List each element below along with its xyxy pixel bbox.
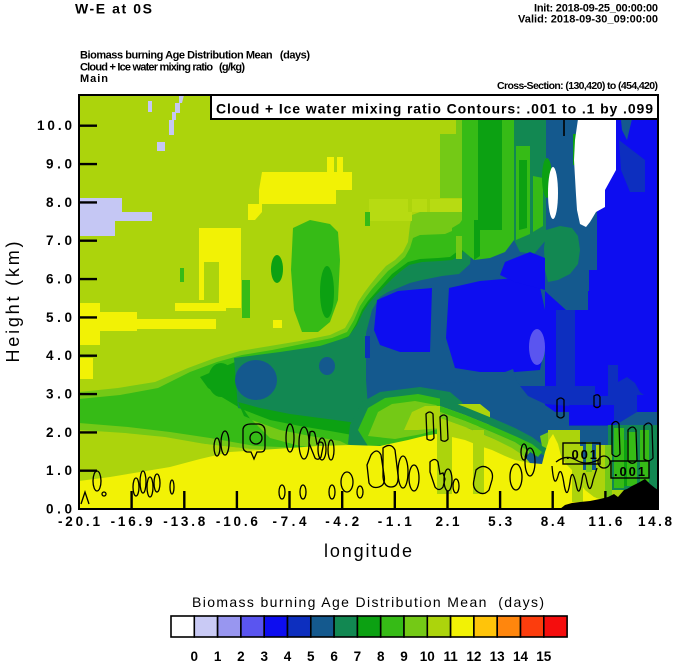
svg-text:0: 0 [191, 649, 199, 664]
svg-text:-13.8: -13.8 [163, 514, 205, 529]
svg-text:3: 3 [260, 649, 268, 664]
svg-text:longitude: longitude [324, 541, 412, 561]
svg-text:Height (km): Height (km) [3, 242, 23, 363]
svg-text:5.3: 5.3 [488, 514, 512, 529]
svg-text:2: 2 [237, 649, 245, 664]
svg-text:3.0: 3.0 [46, 387, 72, 402]
svg-text:13: 13 [490, 649, 506, 664]
svg-text:Cloud + Ice water mixing ratio: Cloud + Ice water mixing ratio (g/kg) [80, 62, 245, 74]
svg-text:2.0: 2.0 [46, 425, 72, 440]
svg-text:7: 7 [354, 649, 362, 664]
svg-text:1.0: 1.0 [46, 463, 72, 478]
svg-text:Cloud + Ice water mixing ratio: Cloud + Ice water mixing ratio Contours:… [216, 101, 653, 117]
svg-text:11: 11 [443, 649, 458, 664]
svg-text:-10.6: -10.6 [216, 514, 258, 529]
svg-text:9.0: 9.0 [46, 157, 72, 172]
svg-text:2.1: 2.1 [436, 514, 460, 529]
svg-text:7.0: 7.0 [46, 233, 72, 248]
svg-text:5.0: 5.0 [46, 310, 72, 325]
svg-text:Biomass burning Age Distributi: Biomass burning Age Distribution Mean (d… [80, 50, 310, 62]
svg-text:8.0: 8.0 [46, 195, 72, 210]
svg-text:4: 4 [284, 649, 292, 664]
svg-text:Valid: 2018-09-30_09:00:00: Valid: 2018-09-30_09:00:00 [518, 14, 658, 26]
svg-text:8: 8 [377, 649, 385, 664]
svg-text:-20.1: -20.1 [58, 514, 100, 529]
svg-text:Init: 2018-09-25_00:00:00: Init: 2018-09-25_00:00:00 [534, 3, 658, 15]
svg-text:5: 5 [307, 649, 315, 664]
svg-text:.001: .001 [614, 464, 645, 479]
svg-text:10: 10 [420, 649, 435, 664]
svg-text:14: 14 [513, 649, 529, 664]
svg-text:Biomass burning Age Distributi: Biomass burning Age Distribution Mean (d… [192, 594, 544, 610]
svg-text:14.8: 14.8 [638, 514, 672, 529]
svg-text:10.0: 10.0 [37, 118, 72, 133]
svg-text:15: 15 [536, 649, 552, 664]
svg-text:6: 6 [330, 649, 338, 664]
svg-text:1: 1 [214, 649, 222, 664]
svg-text:8.4: 8.4 [541, 514, 565, 529]
svg-text:Main: Main [80, 73, 108, 85]
svg-text:Cross-Section: (130,420) to (4: Cross-Section: (130,420) to (454,420) [497, 80, 658, 92]
svg-text:6.0: 6.0 [46, 272, 72, 287]
svg-text:12: 12 [466, 649, 481, 664]
svg-text:9: 9 [400, 649, 408, 664]
svg-text:4.0: 4.0 [46, 348, 72, 363]
svg-text:W-E at 0S: W-E at 0S [75, 1, 152, 17]
svg-text:0.0: 0.0 [46, 502, 72, 517]
svg-text:-16.9: -16.9 [111, 514, 153, 529]
svg-text:.001: .001 [566, 447, 597, 462]
